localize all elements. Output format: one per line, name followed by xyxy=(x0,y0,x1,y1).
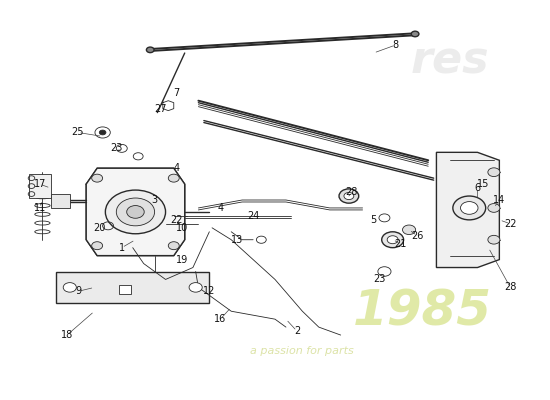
Circle shape xyxy=(382,232,404,248)
Text: res: res xyxy=(411,40,490,82)
Circle shape xyxy=(488,235,500,244)
Text: 4: 4 xyxy=(217,203,223,213)
Circle shape xyxy=(460,202,478,214)
Text: a passion for parts: a passion for parts xyxy=(250,346,354,356)
Text: 28: 28 xyxy=(504,282,516,292)
Text: 20: 20 xyxy=(94,223,106,233)
Circle shape xyxy=(63,283,76,292)
Bar xyxy=(119,286,131,294)
Polygon shape xyxy=(86,168,185,256)
Text: 1985: 1985 xyxy=(353,287,492,335)
Text: 28: 28 xyxy=(345,187,358,197)
Circle shape xyxy=(403,225,416,234)
Text: 17: 17 xyxy=(34,179,46,189)
Text: 18: 18 xyxy=(61,330,73,340)
Text: 13: 13 xyxy=(230,235,243,245)
Circle shape xyxy=(344,192,354,200)
Circle shape xyxy=(126,206,144,218)
Text: 21: 21 xyxy=(395,239,407,249)
Polygon shape xyxy=(437,152,499,268)
Text: 14: 14 xyxy=(493,195,505,205)
Text: 11: 11 xyxy=(34,203,46,213)
Circle shape xyxy=(488,168,500,176)
Text: 15: 15 xyxy=(477,179,489,189)
Text: 23: 23 xyxy=(110,143,123,153)
Circle shape xyxy=(453,196,486,220)
Circle shape xyxy=(100,130,106,135)
Circle shape xyxy=(339,189,359,203)
Circle shape xyxy=(488,204,500,212)
Text: 9: 9 xyxy=(75,286,81,296)
Bar xyxy=(29,174,51,198)
Text: 1: 1 xyxy=(119,243,125,253)
Text: 16: 16 xyxy=(214,314,227,324)
Text: 7: 7 xyxy=(173,88,180,98)
Text: 8: 8 xyxy=(392,40,398,50)
Text: 12: 12 xyxy=(203,286,216,296)
Circle shape xyxy=(116,198,155,226)
Text: 22: 22 xyxy=(170,215,183,225)
Text: 5: 5 xyxy=(370,215,377,225)
Text: 2: 2 xyxy=(294,326,300,336)
Circle shape xyxy=(92,242,103,250)
Circle shape xyxy=(106,190,166,234)
Text: 6: 6 xyxy=(475,183,481,193)
Text: 24: 24 xyxy=(247,211,259,221)
Text: 23: 23 xyxy=(373,274,385,284)
Circle shape xyxy=(411,31,419,37)
Text: 22: 22 xyxy=(504,219,516,229)
Text: 10: 10 xyxy=(176,223,188,233)
Circle shape xyxy=(189,283,202,292)
Text: 19: 19 xyxy=(176,254,188,264)
Text: 25: 25 xyxy=(72,128,84,138)
Circle shape xyxy=(387,236,398,244)
Circle shape xyxy=(168,174,179,182)
Bar xyxy=(51,194,70,208)
Text: 26: 26 xyxy=(411,231,424,241)
Polygon shape xyxy=(56,272,210,303)
Text: 3: 3 xyxy=(152,195,158,205)
Circle shape xyxy=(92,174,103,182)
Text: 4: 4 xyxy=(173,163,179,173)
Text: 27: 27 xyxy=(154,104,166,114)
Circle shape xyxy=(146,47,154,53)
Circle shape xyxy=(168,242,179,250)
